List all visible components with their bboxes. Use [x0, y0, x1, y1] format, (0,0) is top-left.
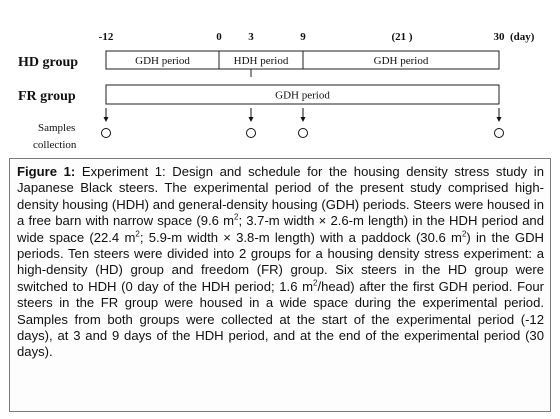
sample-point	[246, 128, 256, 138]
sample-point	[494, 128, 504, 138]
hd-group-bar: GDH period HDH period GDH period	[105, 50, 500, 77]
period-label: GDH period	[135, 55, 190, 67]
caption-sup-2: 2	[135, 229, 140, 239]
hd-group-label: HD group	[18, 55, 78, 70]
caption-text-1: Experiment 1: Design and schedule for th…	[17, 164, 544, 229]
caption-text-4: ) in the GDH periods. Ten steers were di…	[17, 229, 544, 294]
fr-group-label: FR group	[18, 89, 76, 104]
caption-sup-4: 2	[313, 278, 318, 288]
caption-text-5: /head) after the first GDH period. Four …	[17, 278, 544, 360]
period-box	[105, 84, 500, 105]
sample-arrowhead	[103, 117, 109, 122]
sample-arrowhead	[300, 117, 306, 122]
sample-arrowhead	[496, 117, 502, 122]
tick-label: -12	[99, 31, 114, 43]
day-unit-label: (day)	[510, 31, 535, 43]
figure-caption: Figure 1: Experiment 1: Design and sched…	[9, 158, 551, 412]
caption-text-3: ; 5.9-m width × 3.8-m length) with a pad…	[139, 229, 462, 245]
figure-label: Figure 1:	[17, 164, 76, 179]
caption-sup-1: 2	[233, 212, 239, 222]
period-label: GDH period	[275, 90, 330, 102]
tick-label: (21 )	[391, 31, 412, 43]
caption-sup-3: 2	[461, 229, 467, 239]
tick-label: 30	[494, 31, 506, 43]
samples-label-line2: collection	[33, 139, 77, 151]
samples-label-line1: Samples	[38, 122, 75, 134]
schedule-diagram: -12 0 3 9 (21 ) 30 (day) HD group GDH period H…	[18, 31, 535, 151]
tick-label: 0	[216, 31, 222, 43]
fr-group-bar: GDH period	[105, 84, 500, 105]
sample-arrowhead	[248, 117, 254, 122]
tick-label: 3	[248, 31, 254, 43]
period-box	[302, 50, 500, 70]
sample-point	[101, 128, 111, 138]
sample-point	[298, 128, 308, 138]
period-label: GDH period	[374, 55, 429, 67]
tick-label: 9	[300, 31, 306, 43]
period-label: HDH period	[234, 55, 289, 67]
caption-text-2: ; 3.7-m width × 2.6-m length) in the HDH…	[17, 213, 544, 245]
